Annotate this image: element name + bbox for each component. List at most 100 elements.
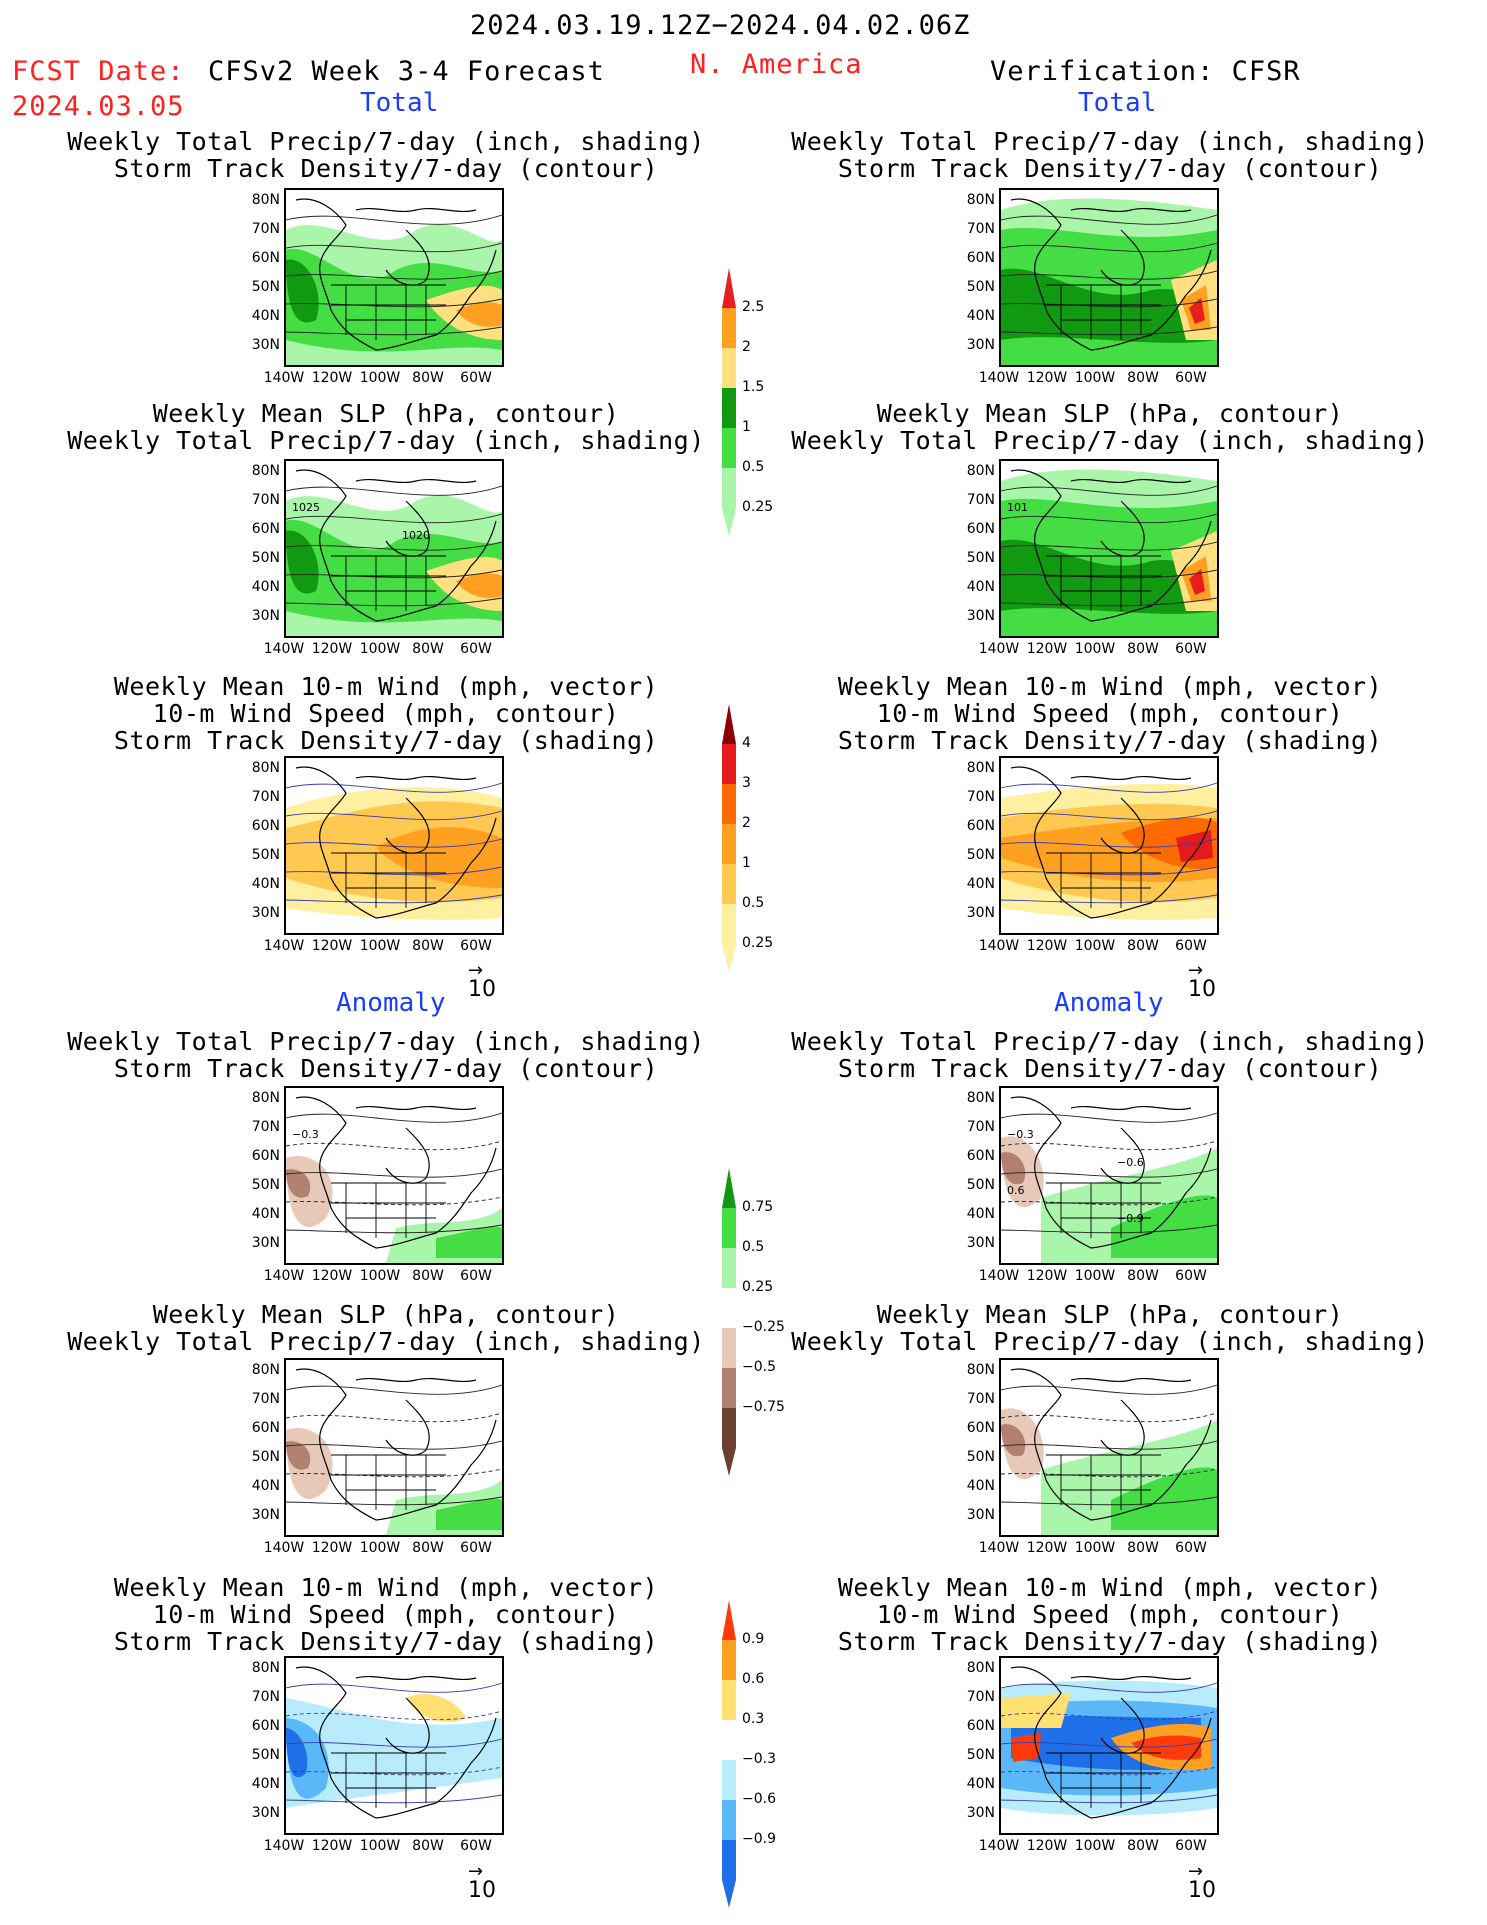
lat-label: 80N — [251, 760, 280, 776]
lon-label: 60W — [460, 938, 492, 954]
lat-label: 60N — [251, 1718, 280, 1734]
map-precip-storm-fcst — [284, 188, 504, 367]
panel-title-precip-storm-cfsr: Weekly Total Precip/7-day (inch, shading… — [791, 127, 1429, 183]
lon-label: 140W — [978, 938, 1020, 954]
lat-label: 80N — [966, 192, 995, 208]
lon-label: 120W — [1026, 641, 1068, 657]
lat-label: 30N — [251, 337, 280, 353]
lat-label: 30N — [966, 337, 995, 353]
colorbar-label: 0.5 — [742, 1239, 765, 1255]
colorbar-arrow-bottom — [722, 508, 736, 536]
lat-label: 40N — [966, 1478, 995, 1494]
lat-label: 80N — [966, 463, 995, 479]
contour-line — [1001, 541, 1217, 551]
lat-label: 60N — [251, 1148, 280, 1164]
contour-line — [1001, 866, 1217, 876]
contour-line — [1001, 1112, 1217, 1123]
lat-label: 70N — [251, 1689, 280, 1705]
colorbar-arrow-bottom — [722, 1880, 736, 1908]
state-borders — [331, 852, 446, 908]
contour-line — [1001, 242, 1217, 253]
panel-title-slp-precip-cfsr: Weekly Mean SLP (hPa, contour) Weekly Tot… — [791, 399, 1429, 455]
lat-label: 30N — [966, 1805, 995, 1821]
lat-label: 40N — [966, 579, 995, 595]
lat-label: 60N — [251, 521, 280, 537]
colorbar-swatch — [722, 864, 736, 904]
contour-line — [286, 866, 502, 876]
contour-line — [1001, 1496, 1217, 1506]
lat-label: 80N — [966, 1660, 995, 1676]
contour-line — [286, 485, 502, 496]
colorbar-arrow-top — [722, 1600, 736, 1640]
contour-label: −0.9 — [1117, 1212, 1144, 1225]
lon-label: 100W — [1074, 1268, 1116, 1284]
coastline — [295, 1666, 497, 1819]
colorbar-label: −0.6 — [742, 1791, 776, 1807]
map-slp-precip-cfsr: 101 — [999, 459, 1219, 638]
colorbar-storm-total: 4 3 2 1 0.5 0.25 — [722, 704, 773, 976]
map-wind-storm-cfsr — [999, 756, 1219, 935]
section-anomaly-left: Anomaly — [336, 988, 446, 1018]
lon-label: 100W — [1074, 938, 1116, 954]
shading-region — [436, 1498, 502, 1530]
state-borders — [331, 284, 446, 340]
shading-region — [1001, 1152, 1026, 1185]
colorbar-swatch — [722, 904, 736, 944]
contour-line — [286, 326, 502, 336]
lon-label: 60W — [1175, 1268, 1207, 1284]
contour-line — [286, 513, 502, 524]
lon-label: 80W — [412, 1268, 444, 1284]
lat-label: 60N — [966, 1420, 995, 1436]
panel-title-wind-storm-anom: Weekly Mean 10-m Wind (mph, vector) 10-m … — [113, 1573, 659, 1656]
lon-label: 60W — [1175, 938, 1207, 954]
colorbar-swatch — [722, 744, 736, 784]
contour-line — [286, 1468, 502, 1478]
lon-label: 140W — [978, 641, 1020, 657]
lat-label: 60N — [251, 1420, 280, 1436]
lon-label: 120W — [1026, 1838, 1068, 1854]
shading-region — [456, 302, 502, 327]
colorbar-precip-anomaly: 0.75 0.5 0.25 −0.25 −0.5 −0.75 — [722, 1168, 785, 1480]
map-precip-storm-anom-fcst: −0.3 — [284, 1086, 504, 1265]
lon-label: 100W — [1074, 1540, 1116, 1556]
verification-title: Verification: CFSR — [990, 56, 1301, 87]
lat-label: 70N — [966, 789, 995, 805]
lat-label: 50N — [251, 847, 280, 863]
lon-label: 60W — [460, 641, 492, 657]
map-wind-storm-fcst — [284, 756, 504, 935]
contour-label: 101 — [1007, 501, 1028, 514]
colorbar-label: 0.5 — [742, 895, 765, 911]
contour-line — [1001, 1794, 1217, 1804]
colorbar-label: 4 — [742, 735, 751, 751]
panel-title-wind-storm-cfsr: Weekly Mean 10-m Wind (mph, vector) 10-m … — [837, 672, 1383, 755]
lon-label: 60W — [1175, 1540, 1207, 1556]
map-precip-storm-cfsr — [999, 188, 1219, 367]
colorbar-swatch — [722, 1800, 736, 1840]
lon-label: 120W — [311, 1540, 353, 1556]
lat-label: 80N — [966, 760, 995, 776]
panel-title-wind-storm-cfsr-anom: Weekly Mean 10-m Wind (mph, vector) 10-m … — [837, 1573, 1383, 1656]
colorbar-label: −0.3 — [742, 1751, 776, 1767]
lon-label: 100W — [359, 1268, 401, 1284]
contour-line — [286, 1112, 502, 1123]
lat-label: 80N — [251, 1090, 280, 1106]
contour-line — [1001, 1224, 1217, 1234]
colorbar-label: 1.5 — [742, 379, 765, 395]
contour-line — [1001, 838, 1217, 848]
contour-label: −0.3 — [1007, 1128, 1034, 1141]
state-borders — [1046, 555, 1161, 611]
region-title: N. America — [690, 49, 863, 80]
contour-line — [1001, 1196, 1217, 1206]
contour-line — [286, 298, 502, 308]
colorbar-label: −0.9 — [742, 1831, 776, 1847]
lon-label: 120W — [311, 1838, 353, 1854]
lat-label: 70N — [966, 1119, 995, 1135]
vector-ref-4: → 10 — [1188, 1861, 1216, 1904]
contour-line — [1001, 782, 1217, 793]
contour-line — [1001, 894, 1217, 904]
colorbar-label: 1 — [742, 855, 751, 871]
lat-label: 60N — [966, 521, 995, 537]
lon-label: 140W — [263, 641, 305, 657]
colorbar-arrow-bottom — [722, 944, 736, 972]
map-slp-precip-anom-cfsr — [999, 1358, 1219, 1537]
